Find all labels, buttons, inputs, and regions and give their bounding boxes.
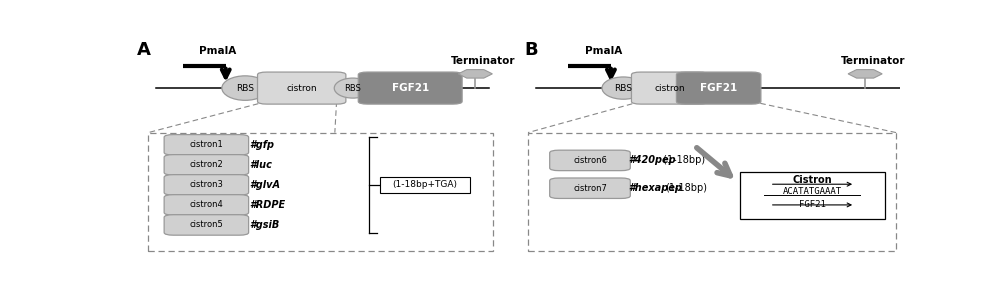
FancyBboxPatch shape xyxy=(631,72,708,104)
Text: B: B xyxy=(524,41,538,59)
Ellipse shape xyxy=(222,76,268,100)
Text: Terminator: Terminator xyxy=(451,56,515,66)
FancyBboxPatch shape xyxy=(258,72,346,104)
Text: RBS: RBS xyxy=(614,84,632,92)
Text: Terminator: Terminator xyxy=(841,56,905,66)
FancyBboxPatch shape xyxy=(528,133,896,251)
Text: PmalA: PmalA xyxy=(585,46,622,56)
FancyBboxPatch shape xyxy=(148,133,493,251)
FancyBboxPatch shape xyxy=(164,195,249,215)
Text: PmalA: PmalA xyxy=(199,46,237,56)
Text: cistron: cistron xyxy=(655,84,685,92)
Text: (1-18bp+TGA): (1-18bp+TGA) xyxy=(392,180,457,189)
Text: #gsiB: #gsiB xyxy=(249,220,279,230)
Text: ACATATGAAAT: ACATATGAAAT xyxy=(783,187,842,196)
Text: #glvA: #glvA xyxy=(249,180,280,190)
Text: (1-18bp): (1-18bp) xyxy=(660,155,705,165)
Text: #luc: #luc xyxy=(249,160,272,170)
Text: FGF21: FGF21 xyxy=(799,200,826,210)
Text: RBS: RBS xyxy=(236,84,254,92)
Polygon shape xyxy=(848,70,882,78)
Text: #420pep: #420pep xyxy=(629,155,676,165)
Text: RBS: RBS xyxy=(344,84,361,92)
Text: FGF21: FGF21 xyxy=(392,83,429,93)
Text: #hexapep: #hexapep xyxy=(629,183,683,193)
Text: cistron7: cistron7 xyxy=(573,184,607,193)
FancyBboxPatch shape xyxy=(164,135,249,155)
Polygon shape xyxy=(458,70,492,78)
Text: cistron4: cistron4 xyxy=(190,200,223,210)
Text: cistron6: cistron6 xyxy=(573,156,607,165)
Text: (1-18bp): (1-18bp) xyxy=(665,183,707,193)
Text: FGF21: FGF21 xyxy=(700,83,737,93)
FancyBboxPatch shape xyxy=(550,178,630,199)
Text: Cistron: Cistron xyxy=(793,175,832,185)
FancyBboxPatch shape xyxy=(164,175,249,195)
FancyBboxPatch shape xyxy=(740,172,885,219)
FancyBboxPatch shape xyxy=(164,215,249,235)
Text: cistron5: cistron5 xyxy=(190,221,223,229)
Text: cistron3: cistron3 xyxy=(189,180,223,189)
Text: cistron2: cistron2 xyxy=(190,160,223,169)
Text: cistron1: cistron1 xyxy=(190,140,223,149)
Text: #gfp: #gfp xyxy=(249,140,274,150)
FancyBboxPatch shape xyxy=(550,150,630,171)
Text: #RDPE: #RDPE xyxy=(249,200,285,210)
FancyBboxPatch shape xyxy=(676,72,761,104)
Text: A: A xyxy=(137,41,150,59)
Ellipse shape xyxy=(334,78,371,98)
FancyBboxPatch shape xyxy=(164,155,249,175)
Text: cistron: cistron xyxy=(286,84,317,92)
FancyBboxPatch shape xyxy=(358,72,462,104)
FancyBboxPatch shape xyxy=(380,177,470,193)
Ellipse shape xyxy=(602,77,645,99)
